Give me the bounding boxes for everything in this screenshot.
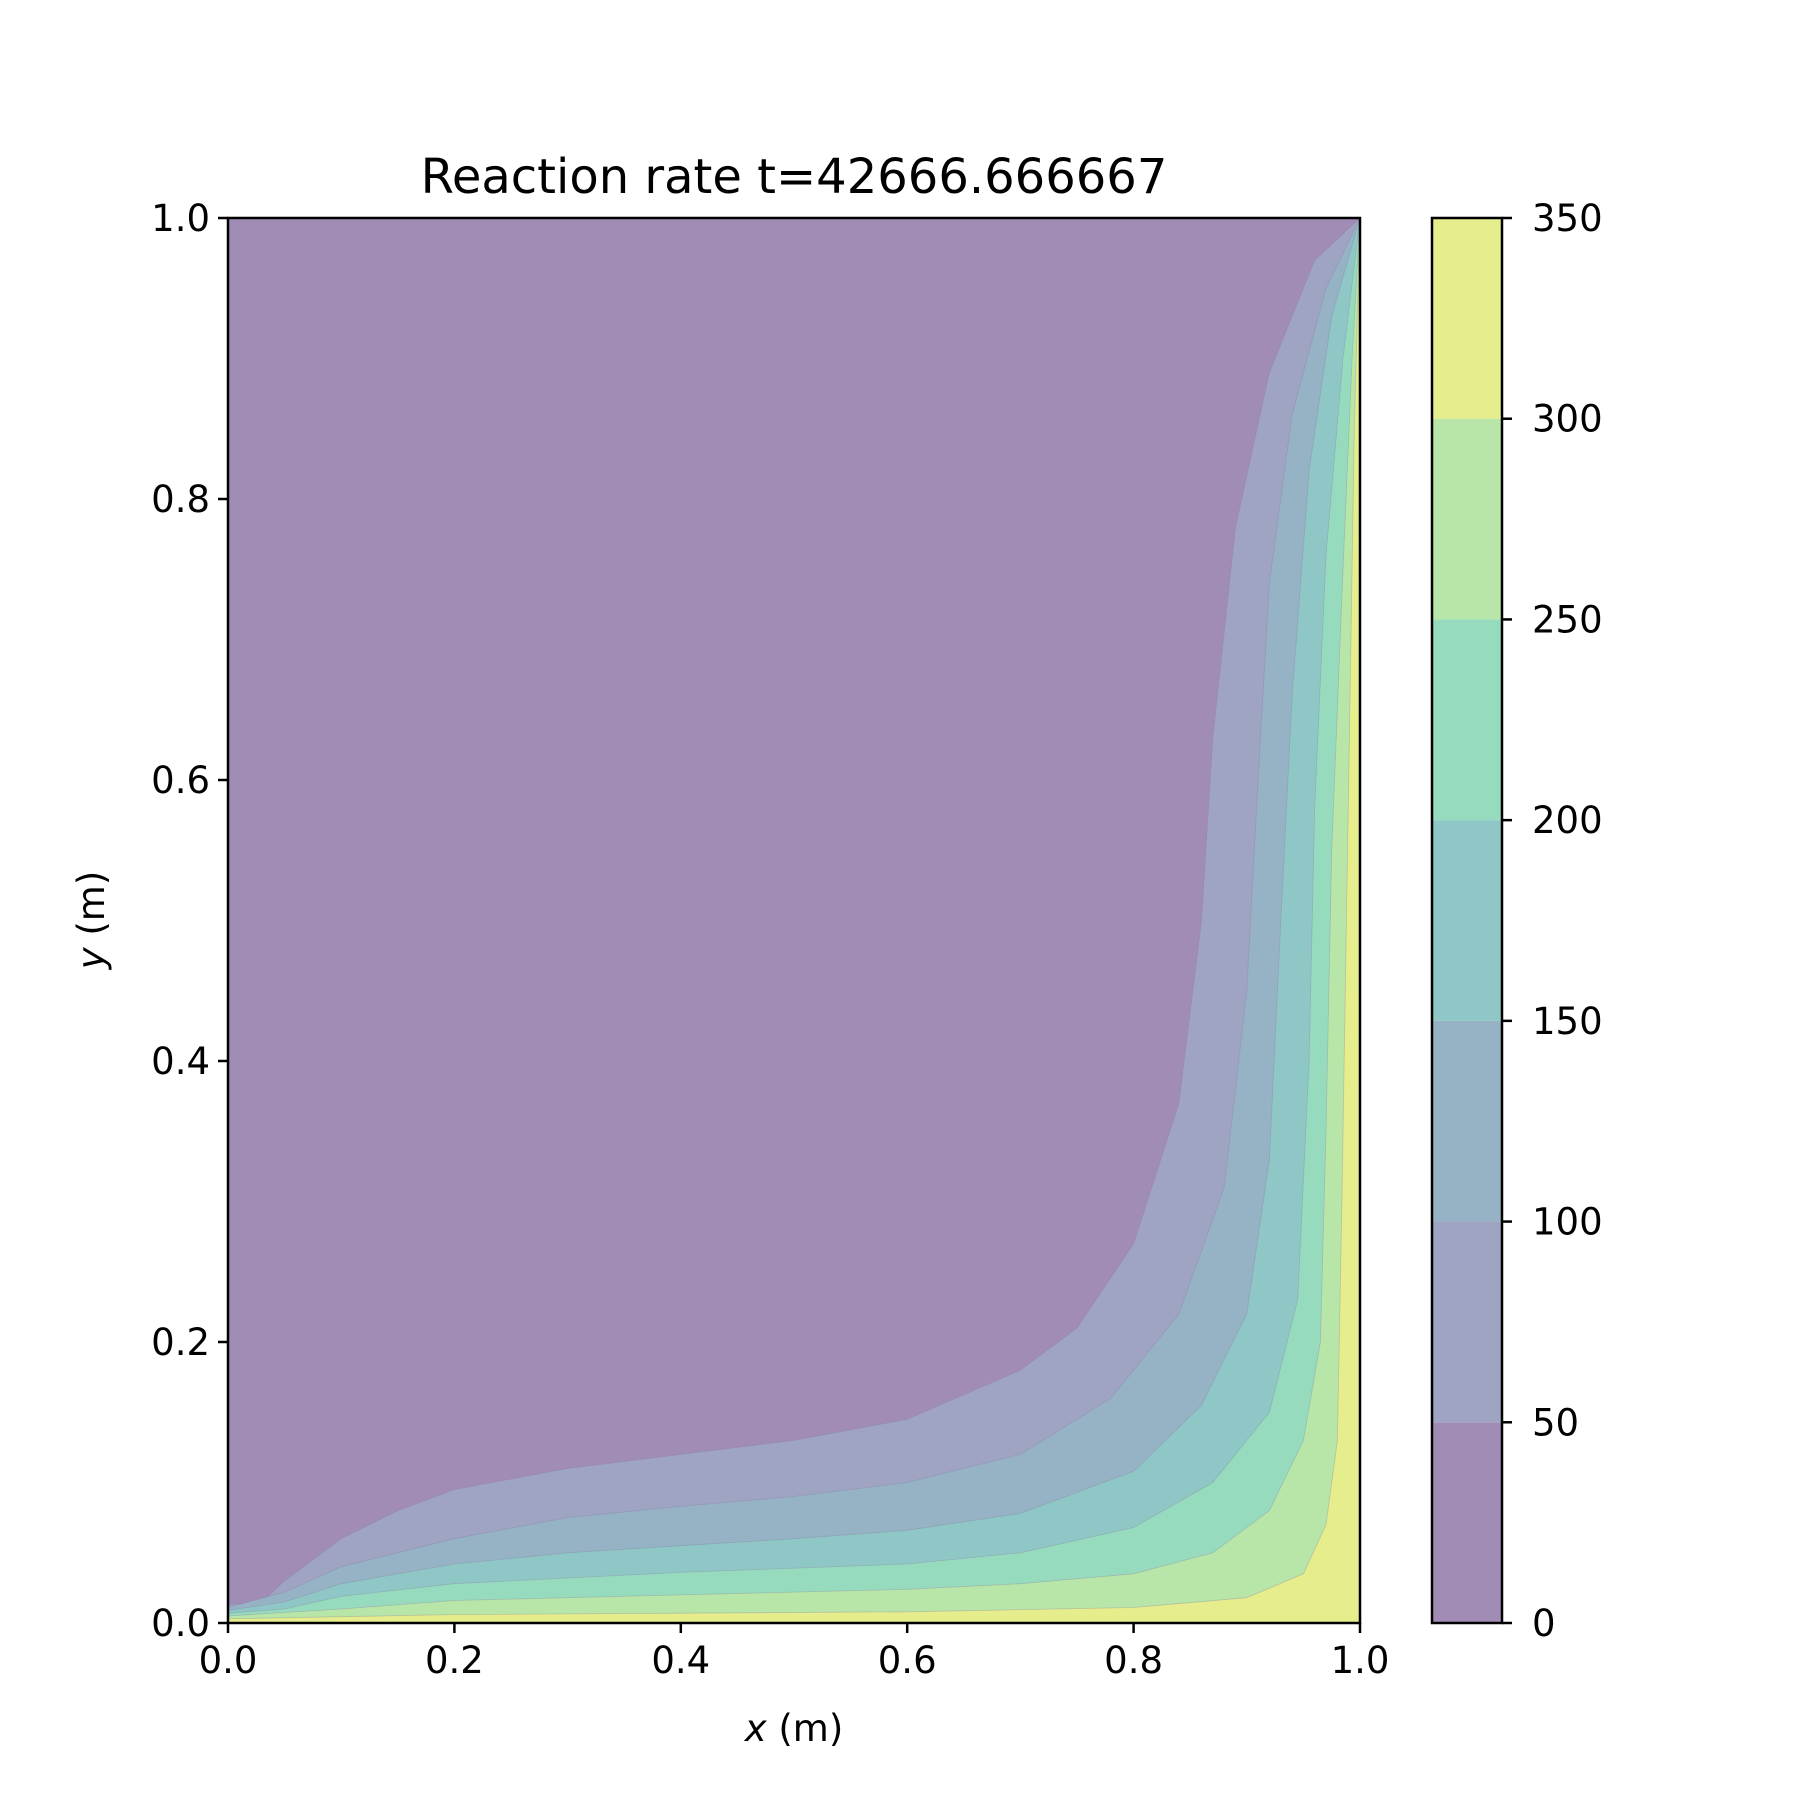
colorbar-band bbox=[1432, 418, 1502, 620]
plot-area bbox=[228, 218, 1360, 1623]
x-tick-label: 0.2 bbox=[425, 1639, 484, 1682]
colorbar-tick-label: 200 bbox=[1532, 799, 1603, 842]
plot-frame bbox=[226, 216, 1362, 1625]
colorbar: 0 50 100 150 200 250 300 350 bbox=[1432, 197, 1603, 1645]
colorbar-tick-label: 300 bbox=[1532, 398, 1603, 441]
colorbar-band bbox=[1432, 1422, 1502, 1623]
contour-band-300 bbox=[228, 218, 1360, 1623]
colorbar-band bbox=[1432, 218, 1502, 419]
y-tick-label: 1.0 bbox=[151, 197, 210, 240]
y-tick-label: 0.6 bbox=[151, 759, 210, 802]
colorbar-band bbox=[1432, 619, 1502, 821]
x-axis-unit: (m) bbox=[767, 1707, 844, 1750]
colorbar-tick-label: 50 bbox=[1532, 1401, 1579, 1444]
contour-band-200 bbox=[228, 218, 1360, 1623]
y-tick-label: 0.0 bbox=[151, 1602, 210, 1645]
x-tick-label: 0.6 bbox=[878, 1639, 937, 1682]
x-axis-var: x bbox=[744, 1707, 768, 1750]
chart-title: Reaction rate t=42666.666667 bbox=[421, 149, 1168, 205]
y-axis-var: y bbox=[70, 946, 113, 970]
y-axis: 0.0 0.2 0.4 0.6 0.8 1.0 bbox=[151, 197, 228, 1645]
y-axis-label: y (m) bbox=[70, 871, 113, 971]
colorbar-band bbox=[1432, 1020, 1502, 1222]
x-axis-label: x (m) bbox=[744, 1707, 844, 1750]
contour-band-250 bbox=[228, 218, 1360, 1623]
x-tick-label: 0.8 bbox=[1104, 1639, 1163, 1682]
x-tick-label: 0.4 bbox=[651, 1639, 710, 1682]
x-tick-label: 0.0 bbox=[199, 1639, 258, 1682]
colorbar-frame bbox=[1430, 216, 1504, 1625]
y-tick-label: 0.8 bbox=[151, 478, 210, 521]
colorbar-tick-label: 250 bbox=[1532, 598, 1603, 641]
colorbar-band bbox=[1432, 1221, 1502, 1423]
colorbar-tick-label: 100 bbox=[1532, 1201, 1603, 1244]
y-axis-unit: (m) bbox=[70, 871, 113, 948]
y-tick-label: 0.2 bbox=[151, 1321, 210, 1364]
x-axis: 0.0 0.2 0.4 0.6 0.8 1.0 bbox=[199, 1623, 1390, 1682]
colorbar-tick-label: 0 bbox=[1532, 1602, 1556, 1645]
colorbar-tick-label: 150 bbox=[1532, 1000, 1603, 1043]
colorbar-tick-label: 350 bbox=[1532, 197, 1603, 240]
x-tick-label: 1.0 bbox=[1331, 1639, 1390, 1682]
y-tick-label: 0.4 bbox=[151, 1040, 210, 1083]
colorbar-band bbox=[1432, 820, 1502, 1021]
